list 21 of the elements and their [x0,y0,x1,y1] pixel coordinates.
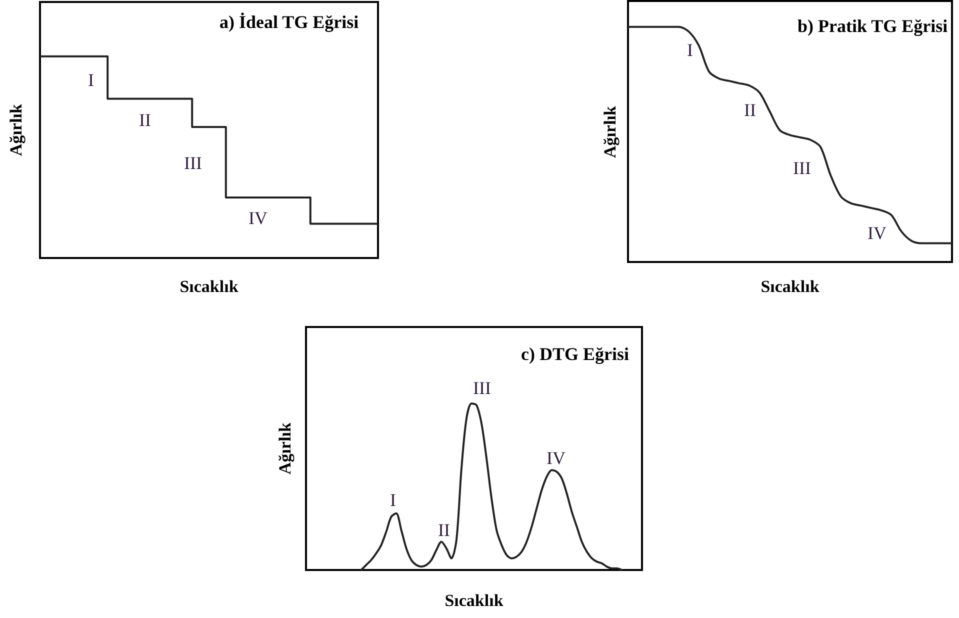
chart-title: b) Pratik TG Eğrisi [797,16,948,36]
annotation: IV [248,208,268,228]
x-axis-title: Sıcaklık [760,277,820,296]
annotation: I [687,40,693,60]
annotation: II [744,100,756,120]
chart-title: a) İdeal TG Eğrisi [219,12,359,32]
x-axis-title: Sıcaklık [180,277,239,296]
annotation: I [88,70,94,90]
x-axis-title: Sıcaklık [444,591,504,610]
y-axis-title: Ağırlık [276,422,294,474]
annotation: II [438,520,450,540]
y-axis-title: Ağırlık [600,105,620,158]
text: III [473,378,491,398]
annotation: II [139,110,151,130]
annotation: III [793,158,811,178]
annotation: I [390,490,396,510]
annotation: IV [868,223,886,243]
annotation: IV [546,448,566,468]
annotation: III [184,153,202,173]
chart-title: c) DTG Eğrisi [521,344,630,364]
y-axis-title: Ağırlık [6,103,26,156]
